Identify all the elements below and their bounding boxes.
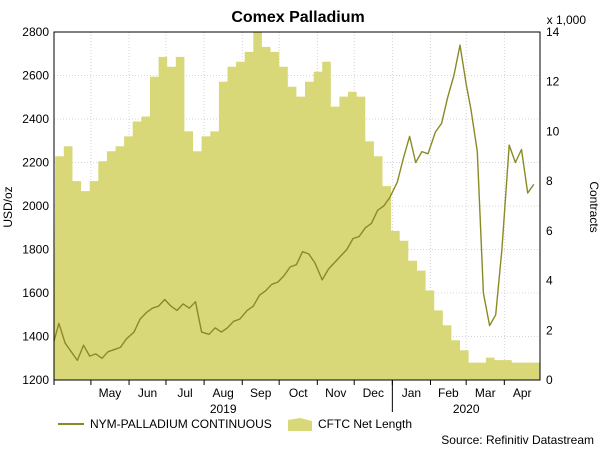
x-month-label: Sep xyxy=(250,386,272,400)
legend: NYM-PALLADIUM CONTINUOUS CFTC Net Length xyxy=(58,417,412,431)
y-tick-label: 1200 xyxy=(22,373,49,387)
y-axis-title: USD/oz xyxy=(1,186,15,227)
area-series-layer xyxy=(54,32,540,380)
x-month-label: Apr xyxy=(513,386,532,400)
legend-label-cftc: CFTC Net Length xyxy=(318,417,412,431)
legend-swatch-area xyxy=(288,418,312,431)
area-series-cftc-net-length xyxy=(54,32,540,380)
y-tick-label: 2000 xyxy=(22,199,49,213)
y2-tick-label: 10 xyxy=(546,124,560,138)
x-month-label: Nov xyxy=(325,386,346,400)
line-series-palladium xyxy=(53,44,535,362)
y-tick-label: 2600 xyxy=(22,69,49,83)
axes: 1200 1400 1600 1800 2000 2200 2400 2600 2800 0 2 4 6… xyxy=(22,25,559,416)
x-month-label: Jan xyxy=(402,386,421,400)
y2-tick-label: 12 xyxy=(546,75,560,89)
right-axis-multiplier: x 1,000 xyxy=(547,13,587,27)
y2-tick-label: 2 xyxy=(546,323,553,337)
y2-tick-label: 6 xyxy=(546,224,553,238)
y-tick-label: 1800 xyxy=(22,243,49,257)
y-tick-label: 2800 xyxy=(22,25,49,39)
y2-tick-label: 8 xyxy=(546,174,553,188)
x-month-label: Jul xyxy=(177,386,192,400)
x-month-label: Feb xyxy=(438,386,459,400)
y2-tick-label: 4 xyxy=(546,274,553,288)
y-tick-label: 1400 xyxy=(22,330,49,344)
chart-title: Comex Palladium xyxy=(231,9,364,26)
x-year-label: 2019 xyxy=(210,402,237,416)
x-month-label: Dec xyxy=(363,386,384,400)
line-series-layer xyxy=(53,44,535,362)
x-year-label: 2020 xyxy=(453,402,480,416)
plot-frame xyxy=(53,31,541,381)
x-month-label: May xyxy=(99,386,122,400)
y-tick-label: 2200 xyxy=(22,156,49,170)
y-tick-label: 1600 xyxy=(22,286,49,300)
source-note: Source: Refinitiv Datastream xyxy=(441,433,594,447)
legend-label-palladium: NYM-PALLADIUM CONTINUOUS xyxy=(90,417,272,431)
x-month-label: Jun xyxy=(138,386,157,400)
x-month-label: Mar xyxy=(475,386,496,400)
x-month-label: Aug xyxy=(212,386,233,400)
y-tick-label: 2400 xyxy=(22,112,49,126)
y2-tick-label: 0 xyxy=(546,373,553,387)
y2-axis-title: Contracts xyxy=(587,181,600,232)
y2-tick-label: 14 xyxy=(546,25,560,39)
x-month-label: Oct xyxy=(289,386,308,400)
